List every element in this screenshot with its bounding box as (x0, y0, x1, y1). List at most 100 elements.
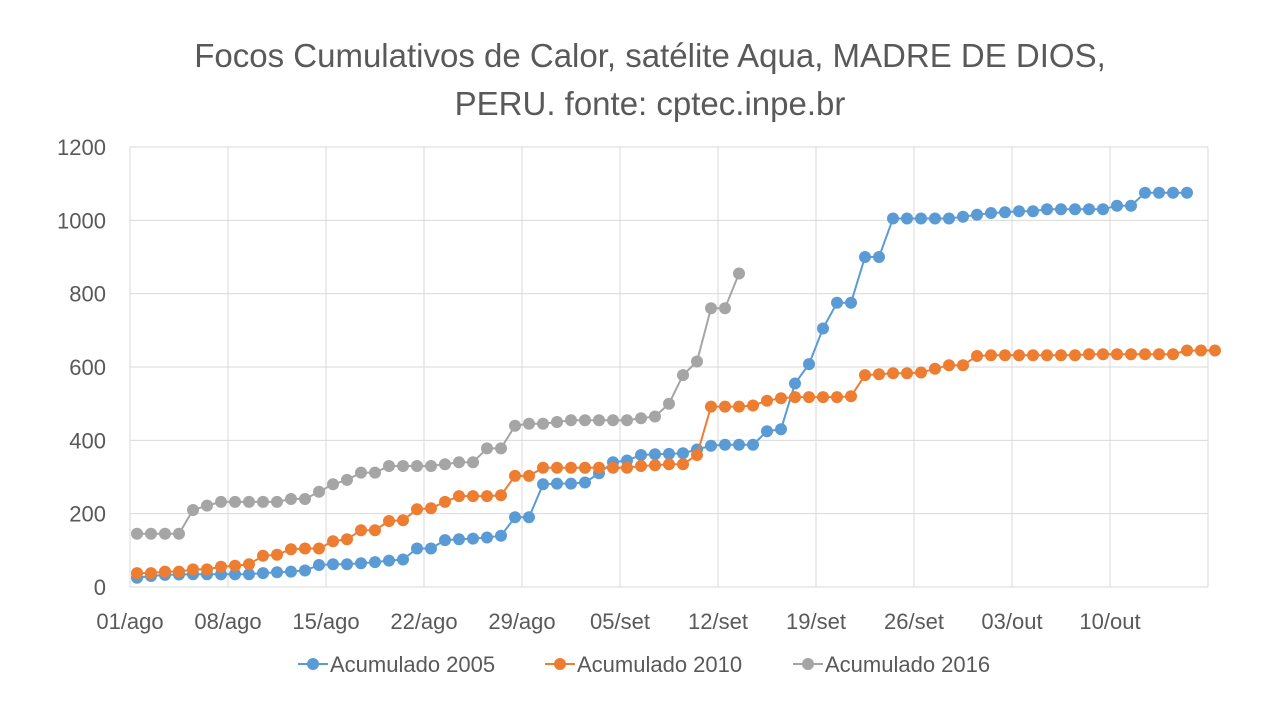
data-point (1153, 186, 1165, 199)
data-point (803, 391, 815, 404)
data-point (887, 212, 899, 225)
series-2 (131, 344, 1221, 580)
data-point (1027, 205, 1039, 218)
series-3 (131, 267, 745, 540)
y-axis-ticks: 0 200 400 600 800 1000 1200 (57, 135, 106, 600)
data-point (467, 532, 479, 545)
data-point (1013, 205, 1025, 218)
data-point (285, 493, 297, 505)
data-point (299, 493, 311, 505)
data-point (481, 490, 493, 503)
data-point (635, 460, 647, 472)
data-point (495, 529, 507, 542)
data-point (425, 460, 437, 472)
x-tick-label: 29/ago (488, 609, 555, 634)
data-point (523, 469, 535, 482)
y-tick-label: 0 (94, 575, 106, 600)
data-point (761, 425, 773, 438)
data-point (649, 448, 661, 461)
data-point (1111, 348, 1123, 361)
data-point (397, 514, 409, 527)
data-point (845, 390, 857, 403)
data-point (565, 414, 577, 427)
data-point (159, 527, 171, 540)
data-point (999, 349, 1011, 362)
data-point (215, 560, 227, 573)
chart-legend: Acumulado 2005 Acumulado 2010 Acumulado 20… (298, 652, 990, 677)
data-point (285, 543, 297, 556)
data-point (313, 559, 325, 571)
data-point (271, 495, 283, 508)
data-point (873, 368, 885, 381)
data-point (243, 568, 255, 581)
data-point (817, 391, 829, 404)
data-point (943, 212, 955, 225)
data-point (453, 533, 465, 546)
data-point (621, 414, 633, 427)
data-point (999, 206, 1011, 219)
data-point (509, 419, 521, 432)
data-point (775, 423, 787, 436)
x-tick-label: 12/set (688, 609, 748, 634)
data-point (145, 527, 157, 540)
data-point (1055, 203, 1067, 216)
data-point (663, 458, 675, 471)
legend-item-1: Acumulado 2005 (298, 652, 495, 677)
data-point (747, 438, 759, 451)
data-point (677, 458, 689, 471)
series-line (137, 349, 1215, 575)
legend-item-2: Acumulado 2010 (545, 652, 742, 677)
data-point (229, 568, 241, 581)
data-point (383, 515, 395, 527)
data-point (467, 490, 479, 503)
data-point (565, 461, 577, 474)
data-point (453, 456, 465, 469)
data-point (957, 359, 969, 372)
data-point (1013, 349, 1025, 362)
y-tick-label: 1200 (57, 135, 106, 160)
data-point (467, 456, 479, 469)
data-point (803, 358, 815, 371)
data-point (593, 461, 605, 474)
data-point (439, 534, 451, 547)
x-tick-label: 08/ago (194, 609, 261, 634)
data-point (551, 461, 563, 474)
x-axis-ticks: 01/ago 08/ago 15/ago 22/ago 29/ago 05/set 12/s… (96, 609, 1140, 634)
data-point (1125, 348, 1137, 361)
data-point (705, 302, 717, 315)
data-point (1139, 186, 1151, 199)
series-line (137, 273, 740, 535)
data-point (733, 438, 745, 451)
data-point (761, 394, 773, 407)
data-point (719, 438, 731, 451)
x-tick-label: 26/set (884, 609, 944, 634)
y-tick-label: 1000 (57, 208, 106, 233)
data-point (299, 564, 311, 577)
data-point (1097, 203, 1109, 216)
data-point (257, 495, 269, 508)
data-point (733, 400, 745, 413)
data-point (159, 565, 171, 578)
x-tick-label: 01/ago (96, 609, 163, 634)
data-point (173, 565, 185, 578)
data-point (901, 212, 913, 225)
chart-title-line2: PERU. fonte: cptec.inpe.br (454, 85, 846, 122)
data-point (1027, 349, 1039, 362)
data-point (677, 447, 689, 460)
data-point (957, 210, 969, 223)
data-point (1097, 348, 1109, 361)
data-point (369, 556, 381, 569)
legend-label: Acumulado 2016 (825, 652, 990, 677)
data-point (1125, 199, 1137, 212)
data-point (1209, 344, 1221, 357)
data-point (145, 567, 157, 580)
data-point (1083, 203, 1095, 216)
data-point (621, 461, 633, 474)
legend-marker (307, 658, 319, 670)
data-point (397, 553, 409, 566)
data-point (929, 212, 941, 225)
data-point (859, 251, 871, 263)
chart-grid (129, 146, 1209, 588)
data-point (817, 322, 829, 335)
